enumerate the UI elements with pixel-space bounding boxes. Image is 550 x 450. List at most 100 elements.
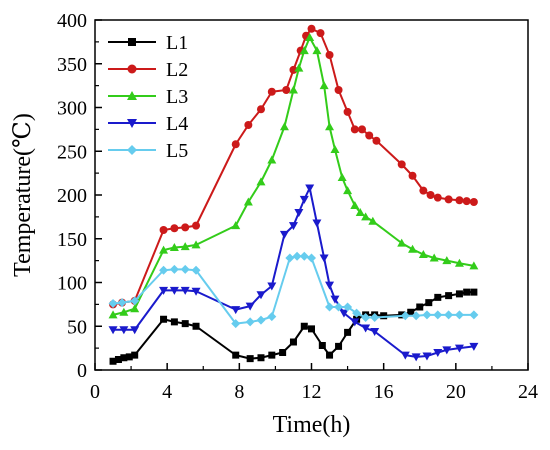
data-point	[108, 299, 118, 308]
data-point	[312, 46, 322, 55]
data-point	[231, 140, 240, 149]
data-point	[117, 298, 127, 308]
data-point	[131, 351, 139, 359]
data-point	[462, 197, 471, 206]
data-point	[159, 245, 169, 254]
y-tick-label: 150	[57, 229, 87, 251]
data-point	[325, 51, 334, 59]
data-point	[191, 240, 201, 249]
data-point	[469, 310, 479, 320]
legend-marker	[127, 145, 137, 155]
data-point	[433, 349, 443, 357]
data-point	[361, 313, 371, 322]
data-point	[181, 320, 189, 328]
data-point	[245, 317, 255, 327]
data-point	[181, 223, 190, 232]
legend-label: L1	[166, 32, 188, 54]
data-point	[361, 212, 371, 221]
data-point	[319, 254, 329, 263]
data-point	[319, 81, 329, 90]
data-point	[108, 310, 118, 319]
data-point	[339, 309, 349, 318]
data-point	[180, 242, 190, 251]
data-point	[244, 121, 253, 129]
data-point	[429, 253, 439, 262]
legend-entry-l4: L4	[108, 113, 188, 135]
y-tick-label: 200	[57, 185, 87, 207]
x-tick-label: 16	[374, 381, 394, 403]
data-point	[307, 24, 316, 33]
data-point	[361, 324, 371, 333]
series-l4	[108, 184, 479, 362]
data-point	[191, 287, 201, 296]
data-point	[422, 352, 432, 361]
data-point	[267, 312, 277, 322]
data-point	[433, 310, 443, 320]
data-point	[279, 230, 289, 239]
data-point	[344, 328, 352, 336]
data-point	[294, 63, 304, 72]
data-point	[334, 86, 343, 94]
data-point	[279, 349, 287, 356]
series-l5	[108, 251, 479, 329]
data-point	[444, 195, 453, 204]
data-point	[125, 353, 133, 361]
data-point	[343, 302, 353, 312]
data-point	[169, 264, 179, 274]
data-point	[343, 107, 352, 116]
series-line	[113, 187, 474, 358]
legend-label: L2	[166, 59, 188, 81]
data-point	[256, 315, 266, 325]
data-point	[246, 355, 254, 363]
data-point	[108, 326, 118, 335]
legend: L1 L2 L3 L4 L5	[108, 32, 188, 162]
data-point	[312, 219, 322, 228]
data-point	[256, 291, 266, 300]
data-point	[256, 105, 265, 114]
data-point	[159, 265, 169, 275]
data-point	[372, 136, 381, 145]
data-point	[192, 322, 200, 330]
data-point	[418, 250, 428, 258]
data-point	[299, 46, 309, 55]
data-point	[316, 29, 325, 38]
data-point	[411, 353, 421, 362]
legend-label: L3	[166, 86, 188, 108]
data-point	[245, 302, 255, 311]
data-point	[330, 295, 340, 304]
data-point	[455, 290, 463, 298]
data-point	[454, 310, 464, 320]
data-point	[365, 131, 374, 140]
data-point	[463, 288, 471, 296]
data-point	[334, 302, 344, 312]
data-point	[444, 310, 454, 320]
data-point	[337, 173, 347, 181]
data-point	[411, 311, 421, 321]
data-point	[350, 201, 360, 209]
y-tick-label: 0	[77, 360, 87, 382]
data-point	[159, 286, 169, 295]
data-point	[231, 221, 241, 230]
data-point	[380, 312, 388, 320]
legend-label: L5	[166, 140, 188, 162]
data-point	[299, 195, 309, 204]
data-point	[160, 315, 168, 323]
y-tick-label: 300	[57, 98, 87, 120]
x-tick-label: 20	[446, 381, 466, 403]
data-point	[407, 308, 415, 316]
data-point	[130, 304, 140, 313]
legend-entry-l5: L5	[108, 140, 188, 162]
data-point	[470, 288, 478, 296]
series-l1	[109, 288, 478, 365]
data-point	[352, 308, 362, 318]
data-point	[416, 303, 424, 311]
data-point	[307, 253, 316, 263]
data-point	[368, 216, 378, 225]
legend-entry-l3: L3	[108, 86, 188, 108]
data-point	[289, 65, 298, 74]
data-point	[325, 122, 335, 131]
data-point	[231, 306, 241, 315]
y-tick-label: 400	[57, 10, 87, 32]
data-point	[170, 224, 179, 233]
data-point	[292, 251, 302, 261]
